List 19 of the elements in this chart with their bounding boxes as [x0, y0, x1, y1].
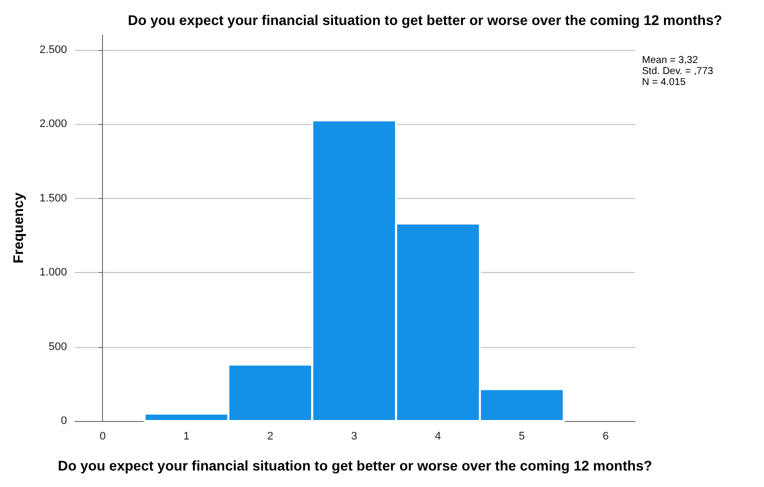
- y-tick-label: 1.500: [39, 192, 67, 204]
- x-axis-title: Do you expect your financial situation to get better or worse over the coming 12 months?: [58, 458, 652, 474]
- text: N = 4.015: [642, 77, 686, 88]
- x-tick-label: 3: [351, 430, 358, 442]
- x-tick-label: 0: [100, 430, 106, 442]
- y-tick-label: 2.000: [39, 118, 67, 130]
- y-axis-title: Frequency: [10, 192, 26, 264]
- x-tick-label: 6: [602, 430, 609, 442]
- text: Std. Dev. = ,773: [642, 66, 714, 77]
- x-tick-label: 1: [183, 430, 190, 442]
- chart-title: Do you expect your financial situation to get better or worse over the coming 12 months?: [128, 12, 722, 28]
- y-tick-label: 500: [48, 340, 67, 353]
- x-tick-label: 2: [267, 430, 274, 442]
- text: Mean = 3,32: [642, 55, 698, 66]
- x-tick-label: 4: [434, 430, 442, 442]
- y-tick-label: 0: [60, 415, 67, 427]
- y-tick-label: 1.000: [39, 266, 67, 279]
- x-tick-label: 5: [518, 430, 525, 442]
- y-tick-label: 2.500: [39, 44, 67, 56]
